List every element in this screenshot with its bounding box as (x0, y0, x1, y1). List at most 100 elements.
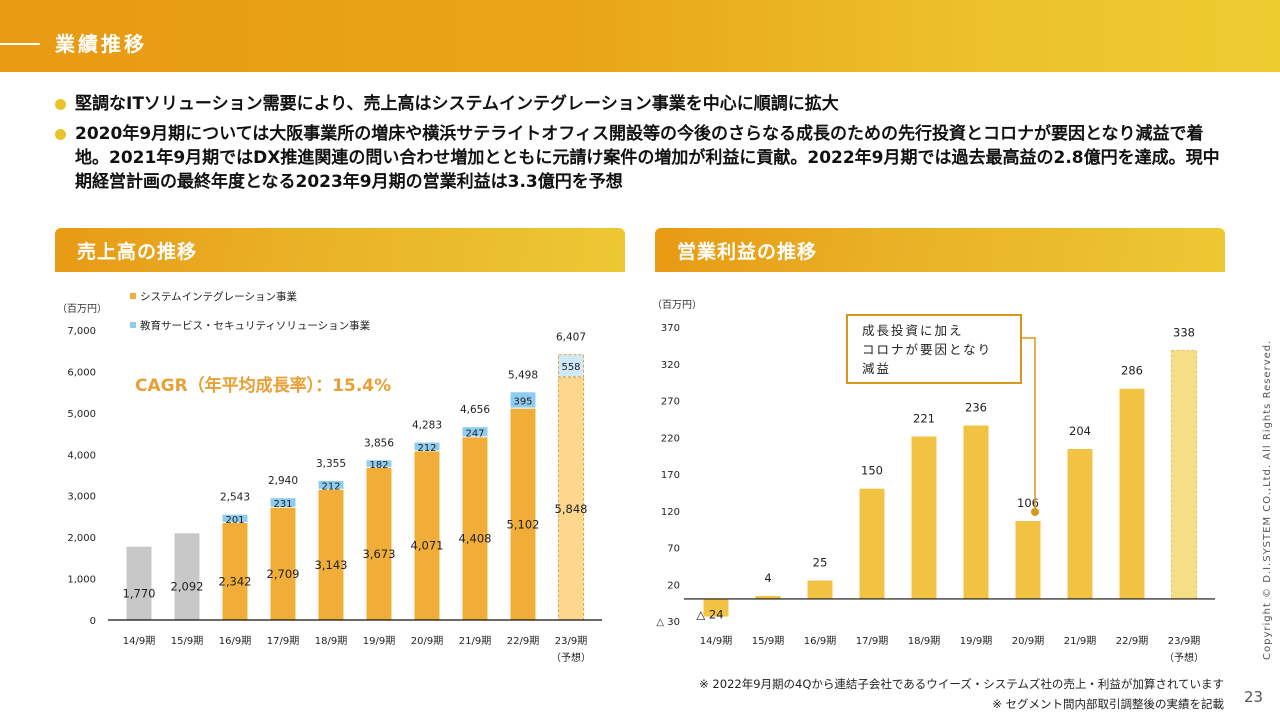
y-tick-label: 3,000 (67, 492, 96, 503)
legend-label-edu: 教育サービス・セキュリティソリューション事業 (140, 319, 371, 332)
bullet-dot-icon (55, 129, 66, 140)
profit-bar-label: 236 (965, 400, 987, 414)
x-tick-label: 16/9期 (219, 635, 251, 647)
sales-panel-header: 売上高の推移 (55, 228, 625, 272)
x-tick-label: 15/9期 (171, 635, 203, 647)
profit-bar-label: 286 (1121, 364, 1143, 378)
bar-edu (366, 460, 392, 467)
bar-si (126, 546, 152, 620)
profit-bar (911, 436, 937, 599)
profit-bar (703, 598, 729, 617)
bullet-text: 2020年9月期については大阪事業所の増床や横浜サテライトオフィス開設等の今後の… (75, 124, 1220, 192)
bar-label-si: 5,102 (507, 517, 540, 531)
x-tick-label: 15/9期 (752, 635, 784, 647)
y-tick-label: 370 (661, 323, 680, 334)
y-tick-label: 20 (667, 580, 680, 591)
x-tick-label: 14/9期 (123, 635, 155, 647)
bar-label-si: 2,342 (219, 574, 252, 588)
bullet-item: 堅調なITソリューション需要により、売上高はシステムインテグレーション事業を中心… (55, 92, 1235, 116)
footnote-segment: ※ セグメント間内部取引調整後の実績を記載 (992, 697, 1224, 711)
y-tick-label: 120 (661, 507, 680, 518)
bar-edu (558, 354, 584, 378)
bar-label-si: 3,143 (315, 558, 348, 572)
y-tick-label: 270 (661, 397, 680, 408)
bullet-dot-icon (55, 99, 66, 110)
y-tick-label: 320 (661, 360, 680, 371)
bar-label-si: 2,709 (267, 567, 300, 581)
bar-si (366, 467, 392, 620)
x-tick-sublabel: （予想） (1164, 651, 1204, 664)
profit-bar-label: 204 (1069, 424, 1091, 438)
profit-bar-label: 150 (861, 464, 883, 478)
profit-chart: （百万円） △ 30 20 70 120 170 220 270 320 370 △ 24 14/9期… (652, 299, 1215, 664)
bar-label-si: 1,770 (123, 586, 156, 600)
legend-swatch-edu (130, 322, 136, 328)
bar-label-edu: 395 (513, 396, 532, 407)
bar-total-label: 4,656 (460, 404, 490, 416)
y-axis-unit: （百万円） (57, 303, 107, 315)
bar-total-label: 4,283 (412, 420, 442, 432)
cagr-annotation: CAGR（年平均成長率）：15.4% (135, 375, 391, 396)
y-tick-label: 6,000 (67, 367, 96, 378)
bar-label-edu: 231 (273, 499, 292, 510)
profit-panel-title: 営業利益の推移 (677, 241, 818, 263)
bar-edu (462, 427, 488, 437)
bar-total-label: 3,856 (364, 437, 394, 449)
profit-panel-header: 営業利益の推移 (655, 228, 1225, 272)
bullet-item: 2020年9月期については大阪事業所の増床や横浜サテライトオフィス開設等の今後の… (55, 122, 1235, 194)
y-tick-label: 2,000 (67, 533, 96, 544)
bar-total-label: 2,940 (268, 475, 298, 487)
legend-label-si: システムインテグレーション事業 (140, 290, 297, 303)
profit-bar-label: 106 (1017, 496, 1039, 510)
bar-label-si: 4,408 (459, 532, 492, 546)
x-tick-label: 19/9期 (363, 635, 395, 647)
bar-edu (414, 442, 440, 451)
profit-bar (963, 425, 989, 599)
bar-edu (510, 392, 536, 408)
x-tick-label: 23/9期 (555, 635, 587, 647)
y-tick-label: 0 (90, 616, 96, 627)
bar-edu (222, 514, 248, 522)
x-tick-label: 21/9期 (1064, 635, 1096, 647)
x-tick-label: 20/9期 (411, 635, 443, 647)
header-rule (0, 43, 40, 45)
x-tick-label: 17/9期 (267, 635, 299, 647)
bar-label-si: 5,848 (555, 502, 588, 516)
profit-bar (859, 488, 885, 599)
bar-label-edu: 201 (225, 515, 244, 526)
bar-label-si: 4,071 (411, 539, 444, 553)
x-tick-label: 21/9期 (459, 635, 491, 647)
y-tick-label: 70 (667, 544, 680, 555)
x-tick-label: 23/9期 (1168, 635, 1200, 647)
y-axis-unit: （百万円） (652, 299, 702, 311)
profit-bar-label: 221 (913, 412, 935, 426)
bar-label-edu: 247 (465, 428, 484, 439)
y-tick-label: △ 30 (656, 617, 680, 628)
sales-chart: （百万円） 0 1,000 2,000 3,000 4,000 5,000 6,000 7,00… (57, 290, 602, 664)
bar-label-edu: 558 (561, 362, 580, 373)
callout-text: 成長投資に加え (862, 323, 964, 338)
x-tick-label: 17/9期 (856, 635, 888, 647)
bar-label-si: 2,092 (171, 580, 204, 594)
y-tick-label: 7,000 (67, 326, 96, 337)
y-tick-label: 4,000 (67, 450, 96, 461)
bar-total-label: 2,543 (220, 492, 250, 504)
slide-header: 業績推移 (0, 0, 1280, 72)
y-tick-label: 1,000 (67, 575, 96, 586)
x-tick-label: 14/9期 (700, 635, 732, 647)
profit-bar-label: 4 (764, 571, 771, 585)
bar-si (414, 451, 440, 620)
callout-dot (1031, 508, 1039, 516)
bar-si (222, 522, 248, 620)
x-tick-label: 18/9期 (315, 635, 347, 647)
x-tick-label: 16/9期 (804, 635, 836, 647)
bullet-text: 堅調なITソリューション需要により、売上高はシステムインテグレーション事業を中心… (75, 94, 839, 114)
x-tick-label: 18/9期 (908, 635, 940, 647)
footnote-consolidation: ※ 2022年9月期の4Qから連結子会社であるウイーズ・システムズ社の売上・利益… (699, 677, 1224, 691)
y-tick-label: 5,000 (67, 409, 96, 420)
callout-text: 減益 (862, 361, 891, 376)
callout-text: コロナが要因となり (862, 342, 992, 357)
callout-leader-line (1021, 337, 1036, 512)
y-tick-label: 170 (661, 470, 680, 481)
bar-label-edu: 212 (417, 443, 436, 454)
